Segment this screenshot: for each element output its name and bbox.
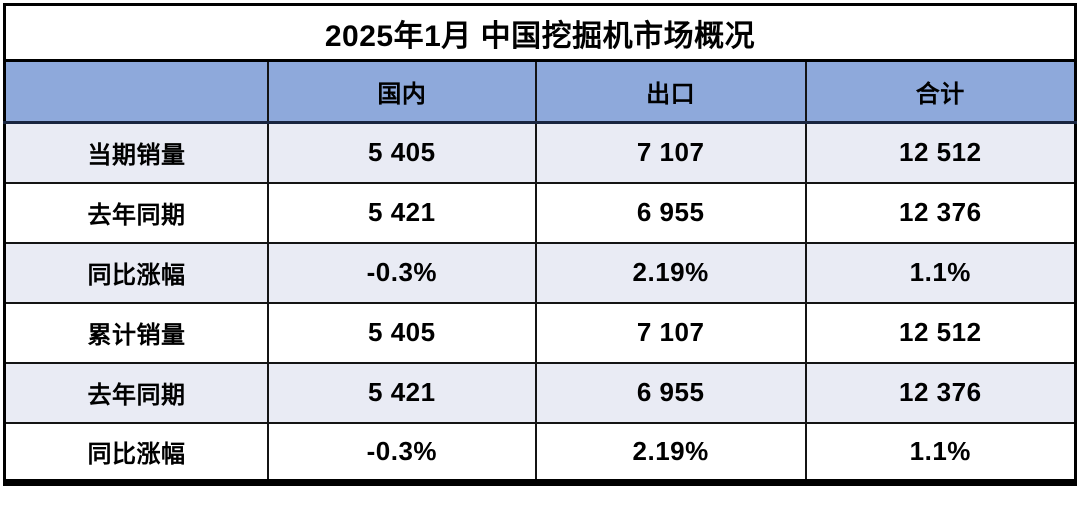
cell-total: 12 376 (804, 361, 1077, 424)
cell-domestic: -0.3% (266, 421, 537, 484)
cell-total: 1.1% (804, 421, 1077, 484)
cell-domestic: 5 405 (266, 121, 537, 184)
cell-domestic: -0.3% (266, 241, 537, 304)
cell-export: 7 107 (534, 121, 807, 184)
table-row-yoy-change-cumulative: 同比涨幅 -0.3% 2.19% 1.1% (3, 421, 1077, 484)
table-row-current-sales: 当期销量 5 405 7 107 12 512 (3, 121, 1077, 184)
table-row-cumulative-sales: 累计销量 5 405 7 107 12 512 (3, 301, 1077, 364)
table-title: 2025年1月 中国挖掘机市场概况 (3, 3, 1077, 62)
col-header-total: 合计 (804, 59, 1077, 124)
cell-export: 2.19% (534, 241, 807, 304)
row-label: 同比涨幅 (3, 241, 269, 304)
row-label: 当期销量 (3, 121, 269, 184)
row-label: 同比涨幅 (3, 421, 269, 484)
cell-domestic: 5 421 (266, 181, 537, 244)
col-header-export: 出口 (534, 59, 807, 124)
table-row-last-year-same-period-cumulative: 去年同期 5 421 6 955 12 376 (3, 361, 1077, 424)
cell-domestic: 5 421 (266, 361, 537, 424)
row-label: 去年同期 (3, 361, 269, 424)
cell-export: 6 955 (534, 181, 807, 244)
cell-export: 2.19% (534, 421, 807, 484)
column-header-row: 国内 出口 合计 (3, 59, 1077, 124)
corner-empty-cell (3, 59, 269, 124)
col-header-domestic: 国内 (266, 59, 537, 124)
cell-export: 6 955 (534, 361, 807, 424)
table-row-yoy-change: 同比涨幅 -0.3% 2.19% 1.1% (3, 241, 1077, 304)
row-label: 去年同期 (3, 181, 269, 244)
cell-total: 12 512 (804, 301, 1077, 364)
row-label: 累计销量 (3, 301, 269, 364)
title-row: 2025年1月 中国挖掘机市场概况 (3, 3, 1077, 62)
cell-total: 1.1% (804, 241, 1077, 304)
cell-total: 12 512 (804, 121, 1077, 184)
table-row-last-year-same-period: 去年同期 5 421 6 955 12 376 (3, 181, 1077, 244)
cell-domestic: 5 405 (266, 301, 537, 364)
market-table: 2025年1月 中国挖掘机市场概况 国内 出口 合计 当期销量 5 405 7 … (3, 3, 1077, 486)
cell-total: 12 376 (804, 181, 1077, 244)
cell-export: 7 107 (534, 301, 807, 364)
